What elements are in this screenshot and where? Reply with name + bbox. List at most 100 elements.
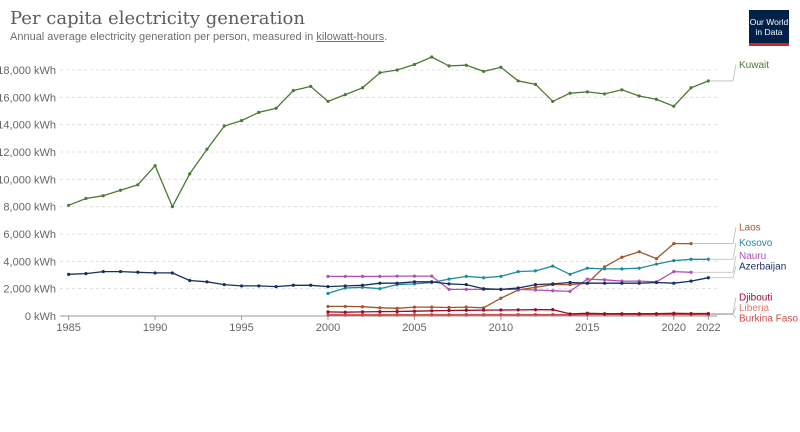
series-lines [67, 55, 710, 317]
data-point-azerbaijan [67, 272, 71, 276]
data-point-kuwait [551, 99, 555, 104]
data-point-burkina-faso [360, 313, 365, 317]
data-point-laos [481, 306, 486, 310]
x-tick-label: 2000 [316, 322, 340, 334]
data-point-nauru [464, 287, 468, 291]
data-point-nauru [568, 289, 572, 293]
data-point-azerbaijan [257, 284, 261, 288]
x-tick-label: 1995 [229, 322, 253, 334]
data-point-azerbaijan [395, 281, 399, 285]
data-point-nauru [412, 274, 417, 278]
data-point-kuwait [430, 55, 434, 59]
series-label-kuwait: Kuwait [739, 60, 769, 71]
data-point-kuwait [499, 65, 503, 69]
data-point-kuwait [343, 93, 347, 97]
chart-subtitle: Annual average electricity generation pe… [10, 31, 387, 43]
data-point-azerbaijan [205, 280, 209, 284]
data-point-azerbaijan [672, 281, 676, 285]
series-label-nauru: Nauru [739, 251, 766, 262]
data-point-kosovo [326, 291, 330, 296]
data-point-azerbaijan [706, 276, 710, 280]
data-point-djibouti [654, 312, 659, 316]
data-point-djibouti [620, 312, 624, 316]
data-point-burkina-faso [499, 313, 503, 317]
data-point-nauru [689, 270, 693, 274]
data-point-azerbaijan [516, 286, 520, 290]
data-point-azerbaijan [153, 271, 157, 275]
x-tick-label: 2020 [662, 322, 686, 334]
label-connector-djibouti [710, 296, 737, 314]
logo-line-1: Our World [749, 17, 789, 27]
data-point-burkina-faso [464, 313, 468, 317]
owid-logo[interactable]: Our World in Data [749, 10, 789, 46]
data-point-kuwait [689, 86, 693, 90]
data-point-laos [430, 305, 434, 309]
data-point-kuwait [84, 196, 88, 201]
x-tick-label: 2015 [575, 322, 599, 334]
data-point-kuwait [257, 110, 261, 114]
kilowatt-hours-link[interactable]: kilowatt-hours [316, 31, 385, 43]
data-point-kuwait [706, 79, 710, 83]
data-point-azerbaijan [585, 281, 589, 285]
data-point-kosovo [464, 274, 468, 278]
data-point-burkina-faso [481, 313, 486, 317]
data-point-kuwait [326, 99, 330, 104]
data-point-nauru [447, 287, 451, 291]
data-point-kosovo [499, 274, 503, 278]
data-point-kuwait [585, 90, 589, 94]
data-point-laos [499, 296, 503, 300]
data-point-kosovo [568, 272, 572, 276]
data-point-djibouti [395, 309, 399, 314]
data-point-djibouti [326, 310, 330, 314]
data-point-kuwait [447, 64, 451, 68]
data-point-burkina-faso [430, 313, 434, 317]
data-point-kuwait [153, 164, 157, 168]
chart-title: Per capita electricity generation [10, 8, 305, 29]
data-point-azerbaijan [136, 270, 140, 274]
data-point-djibouti [464, 308, 468, 312]
x-tick-label: 1985 [56, 322, 80, 334]
data-point-kuwait [533, 82, 538, 86]
data-point-azerbaijan [343, 284, 347, 288]
data-point-nauru [585, 277, 589, 281]
data-point-kuwait [222, 124, 226, 128]
data-point-azerbaijan [481, 287, 486, 291]
data-point-burkina-faso [326, 313, 330, 317]
data-point-kuwait [118, 188, 123, 192]
label-connector-burkina-faso [710, 314, 737, 319]
data-point-kosovo [378, 287, 382, 291]
data-point-kuwait [136, 183, 140, 187]
data-point-laos [689, 241, 693, 246]
data-point-djibouti [412, 309, 417, 313]
series-label-laos: Laos [739, 223, 761, 234]
data-point-djibouti [603, 312, 607, 316]
x-tick-label: 2010 [489, 322, 513, 334]
data-point-djibouti [481, 308, 486, 312]
data-point-azerbaijan [118, 269, 123, 274]
data-point-nauru [326, 274, 330, 278]
data-point-kuwait [516, 79, 520, 83]
data-point-azerbaijan [637, 281, 641, 285]
data-point-kosovo [533, 269, 538, 273]
data-point-azerbaijan [447, 282, 451, 286]
data-point-kosovo [620, 267, 624, 271]
data-point-burkina-faso [395, 313, 399, 317]
data-point-kuwait [274, 106, 278, 110]
data-point-laos [447, 305, 451, 310]
y-tick-label: 6,000 kWh [3, 229, 56, 241]
data-point-azerbaijan [533, 282, 538, 287]
data-point-burkina-faso [533, 313, 538, 317]
label-connector-laos [693, 226, 737, 244]
data-point-laos [637, 250, 641, 254]
data-point-kuwait [481, 69, 486, 73]
label-connector-kosovo [710, 242, 737, 260]
data-point-azerbaijan [239, 284, 244, 288]
data-point-kuwait [568, 91, 572, 95]
data-point-kuwait [464, 63, 468, 67]
x-tick-label: 2022 [696, 322, 720, 334]
data-point-kuwait [412, 62, 417, 67]
data-point-burkina-faso [447, 313, 451, 317]
x-axis: 1985 1990 1995 2000 2005 2010 2015 2020 2022 [56, 316, 721, 334]
y-tick-label: 18,000 kWh [0, 65, 56, 77]
